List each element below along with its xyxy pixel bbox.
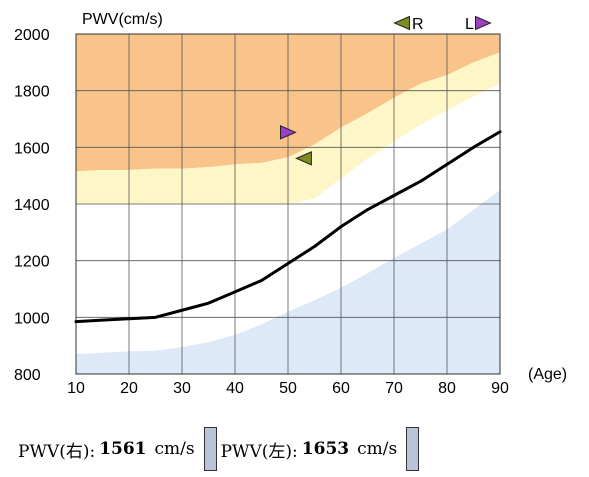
x-tick-label: 20 <box>120 380 138 397</box>
x-tick-label: 30 <box>173 380 191 397</box>
pwv-left-unit: cm/s <box>357 439 398 459</box>
x-tick-label: 90 <box>491 380 509 397</box>
legend-marker-r <box>393 15 410 31</box>
x-tick-label: 80 <box>438 380 456 397</box>
reference-curve <box>74 130 502 324</box>
legend-label-l: L <box>465 16 474 33</box>
y-tick-label: 1800 <box>14 84 50 101</box>
pwv-right-value: 1561 <box>99 439 147 459</box>
curve-layer <box>74 130 502 324</box>
pwv-right-label: PWV(右): <box>18 441 96 462</box>
marker-layer <box>280 125 312 166</box>
legend-label-r: R <box>412 16 424 33</box>
pwv-left-swatch <box>406 427 420 471</box>
y-axis-label: PWV(cm/s) <box>82 11 163 28</box>
legend-marker-l <box>475 15 492 31</box>
y-tick-label: 1000 <box>14 310 50 327</box>
pwv-left-value: 1653 <box>301 439 350 459</box>
x-tick-label: 50 <box>279 380 297 397</box>
y-tick-label: 800 <box>14 367 41 384</box>
marker-l <box>280 125 297 140</box>
y-tick-label: 1600 <box>14 140 50 157</box>
x-axis-label: (Age) <box>528 366 567 383</box>
y-tick-label: 1400 <box>14 197 50 214</box>
x-tick-label: 70 <box>385 380 403 397</box>
plot-frame <box>75 33 501 375</box>
grid-layer <box>75 33 501 375</box>
y-tick-label: 2000 <box>14 27 50 44</box>
x-tick-label: 10 <box>67 380 85 397</box>
pwv-readout: PWV(右): 1561 cm/s PWV(左): 1653 cm/s <box>18 424 423 474</box>
pwv-chart: 10 20 30 40 50 60 70 80 90 800 1000 1200 1400 1600 180… <box>14 11 567 397</box>
marker-r <box>295 151 312 166</box>
pwv-left-label: PWV(左): <box>220 441 298 462</box>
x-tick-label: 40 <box>226 380 244 397</box>
x-tick-label: 60 <box>332 380 350 397</box>
tick-layer: 10 20 30 40 50 60 70 80 90 800 1000 1200 1400 1600 180… <box>14 27 509 397</box>
y-tick-label: 1200 <box>14 254 50 271</box>
pwv-right-unit: cm/s <box>154 439 195 459</box>
pwv-right-swatch <box>203 427 217 471</box>
